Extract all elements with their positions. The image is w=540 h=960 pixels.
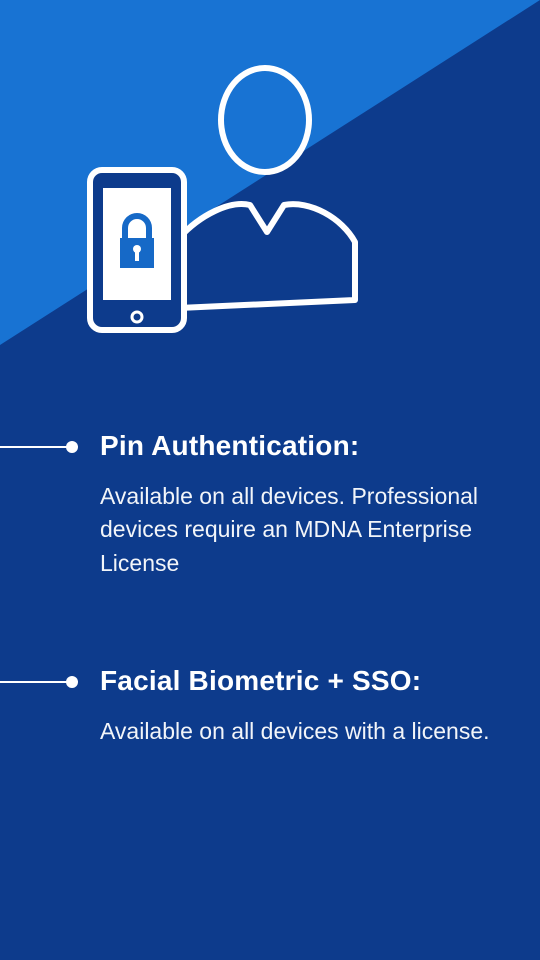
list-item: Pin Authentication: Available on all dev… — [0, 430, 510, 580]
item-title: Facial Biometric + SSO: — [100, 665, 510, 697]
bullet-line — [0, 681, 70, 683]
list-item: Facial Biometric + SSO: Available on all… — [0, 665, 510, 748]
item-body: Available on all devices with a license. — [100, 715, 510, 748]
feature-list: Pin Authentication: Available on all dev… — [0, 430, 510, 833]
bullet-dot-icon — [66, 441, 78, 453]
item-title: Pin Authentication: — [100, 430, 510, 462]
person-phone-lock-icon — [80, 60, 370, 340]
bullet-line — [0, 446, 70, 448]
item-body: Available on all devices. Professional d… — [100, 480, 510, 580]
bullet-dot-icon — [66, 676, 78, 688]
